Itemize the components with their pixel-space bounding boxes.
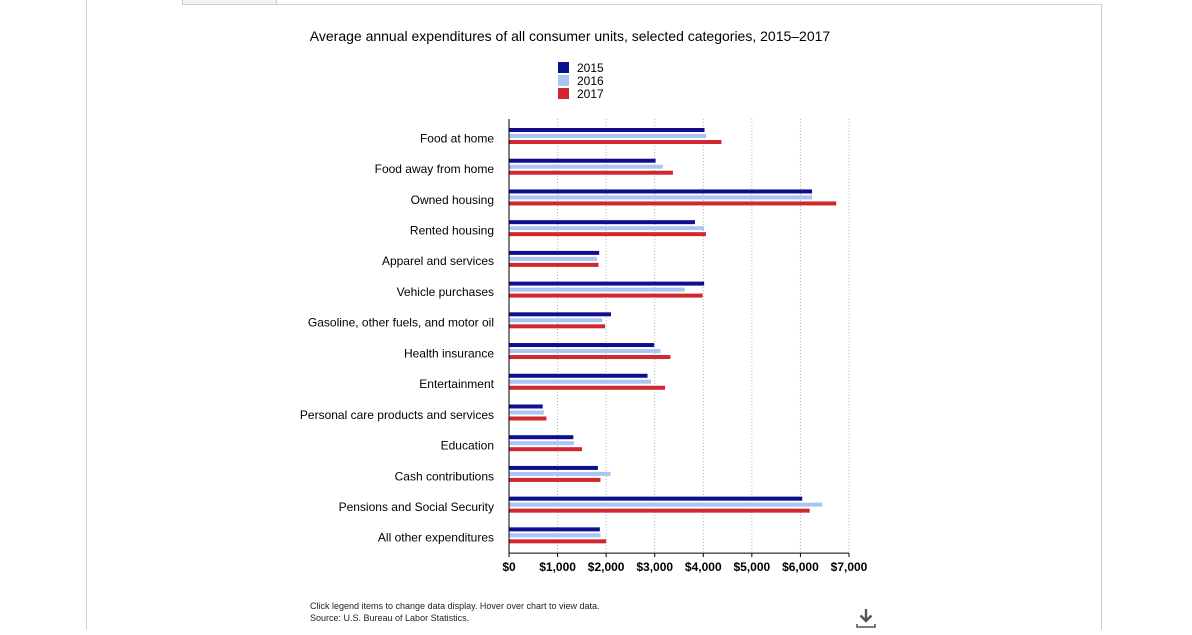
bar-2016 [509,379,651,384]
axes: $0 $1,000 $2,000 $3,000 $4,000 $5,000 $6,000 $7… [502,119,868,574]
bar-2017 [509,324,606,329]
x-tick-label: $5,000 [734,560,771,574]
x-tick-label: $3,000 [636,560,673,574]
bar-2016 [509,318,603,323]
legend-item-2017[interactable]: 2017 [558,86,604,101]
bar-2016 [509,410,544,415]
x-tick-label: $2,000 [588,560,625,574]
bar-2017 [509,539,607,544]
chart-footnote: Click legend items to change data displa… [310,600,599,624]
chart-legend: 2015 2016 2017 [558,60,604,101]
legend-label-2017: 2017 [577,86,604,101]
bar-2015 [509,128,705,132]
frame-right-border [1101,4,1102,630]
category-label: Owned housing [411,193,494,207]
x-tick-label: $6,000 [782,560,819,574]
bar-2015 [509,465,598,470]
x-tick-label: $0 [502,560,516,574]
bar-2015 [509,250,600,255]
grid-lines [557,119,850,554]
category-label: Gasoline, other fuels, and motor oil [308,316,494,330]
category-label: Food at home [420,131,494,145]
bar-2015 [509,220,695,225]
bar-2017 [509,508,810,513]
frame-left-border [86,0,87,630]
category-label: Food away from home [375,162,495,176]
bar-2016 [509,164,663,169]
tab-stub[interactable] [182,0,277,5]
category-label: Apparel and services [382,254,494,268]
legend-item-2016[interactable]: 2016 [558,73,604,88]
category-label: Vehicle purchases [397,285,494,299]
category-label: Health insurance [404,346,494,360]
legend-label-2016: 2016 [577,73,604,88]
bar-2016 [509,256,598,261]
legend-swatch-2016 [558,75,569,86]
bar-2016 [509,502,823,507]
category-label: Pensions and Social Security [339,500,494,514]
bar-2016 [509,349,661,354]
bar-2015 [509,343,655,348]
legend-item-2015[interactable]: 2015 [558,60,604,75]
bar-2017 [509,355,671,360]
x-tick-label: $4,000 [685,560,722,574]
bar-2017 [509,447,582,452]
download-icon[interactable] [854,606,878,630]
bar-2017 [509,477,601,482]
x-tick-label: $1,000 [539,560,576,574]
bar-2017 [509,416,547,421]
bar-2017 [509,170,673,175]
legend-label-2015: 2015 [577,60,604,75]
chart-title: Average annual expenditures of all consu… [309,28,831,44]
bar-2015 [509,281,705,286]
bar-2016 [509,441,575,446]
bar-2017 [509,262,599,267]
bars [509,128,837,544]
bar-2016 [509,533,601,538]
bar-2017 [509,140,722,144]
category-label: Rented housing [410,224,494,238]
bar-2016 [509,287,685,292]
category-label: Entertainment [419,377,494,391]
bar-2017 [509,385,666,390]
category-label: All other expenditures [378,531,494,545]
bar-2015 [509,158,656,163]
footnote-source: Source: U.S. Bureau of Labor Statistics. [310,613,470,623]
bar-2015 [509,404,543,409]
bar-2015 [509,527,600,532]
bar-2017 [509,201,837,206]
bar-2016 [509,134,707,138]
category-label: Education [441,439,494,453]
bar-2015 [509,189,813,194]
bar-2015 [509,312,612,317]
bar-2015 [509,435,574,440]
category-label: Cash contributions [395,469,494,483]
bar-2017 [509,232,706,237]
legend-swatch-2017 [558,88,569,99]
bar-2015 [509,496,803,501]
frame-top-border [275,4,1102,5]
bar-2016 [509,195,813,200]
x-tick-label: $7,000 [831,560,868,574]
category-labels: Food at home Food away from home Owned hou… [300,131,495,544]
bar-2016 [509,471,611,476]
bar-2015 [509,373,648,378]
legend-swatch-2015 [558,62,569,73]
bar-2016 [509,226,705,231]
bar-2017 [509,293,703,298]
category-label: Personal care products and services [300,408,494,422]
footnote-instructions: Click legend items to change data displa… [310,601,600,611]
